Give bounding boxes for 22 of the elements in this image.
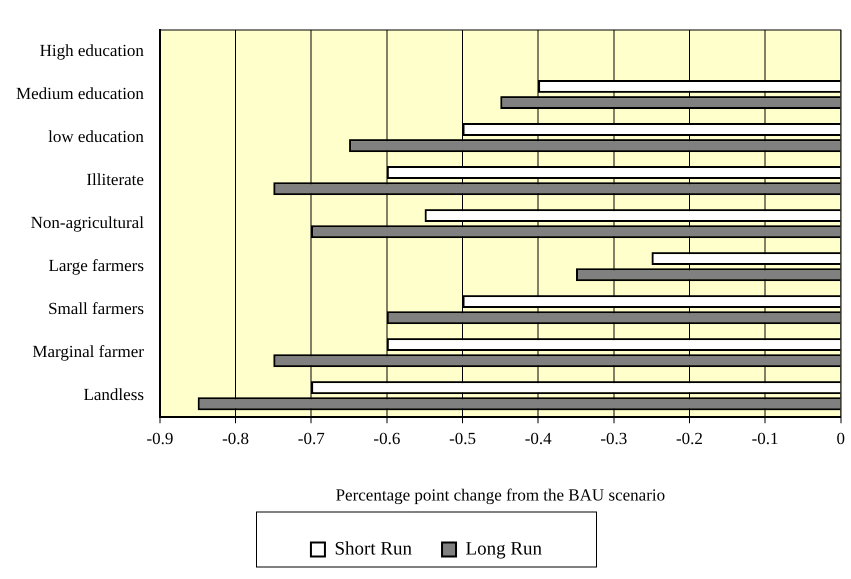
x-tick-label: -0.9	[146, 428, 174, 448]
x-tick-label: -0.8	[222, 428, 250, 448]
y-tick-label: High education	[40, 40, 144, 60]
y-tick-label: low education	[48, 127, 144, 146]
y-tick-label: Marginal farmer	[32, 342, 144, 362]
legend-label: Long Run	[466, 538, 543, 560]
y-tick-label: Landless	[84, 385, 144, 404]
y-tick-label: Small farmers	[48, 299, 144, 318]
y-tick-label: Non-agricultural	[30, 213, 144, 232]
x-tick-label: -0.2	[676, 428, 703, 448]
y-tick-label: Illiterate	[86, 170, 144, 190]
x-tick-label: -0.6	[373, 428, 400, 448]
x-tick-label: -0.7	[298, 428, 326, 448]
legend-label: Short Run	[334, 538, 413, 560]
x-axis-title: Percentage point change from the BAU scenario	[336, 485, 666, 504]
x-tick-label: 0	[836, 428, 845, 448]
y-tick-label: Medium education	[16, 84, 144, 103]
y-tick-label: Large farmers	[48, 256, 144, 276]
x-tick-label: -0.3	[600, 428, 628, 448]
x-tick-label: -0.1	[752, 428, 779, 448]
x-tick-label: -0.5	[449, 428, 476, 448]
x-tick-label: -0.4	[524, 428, 552, 448]
